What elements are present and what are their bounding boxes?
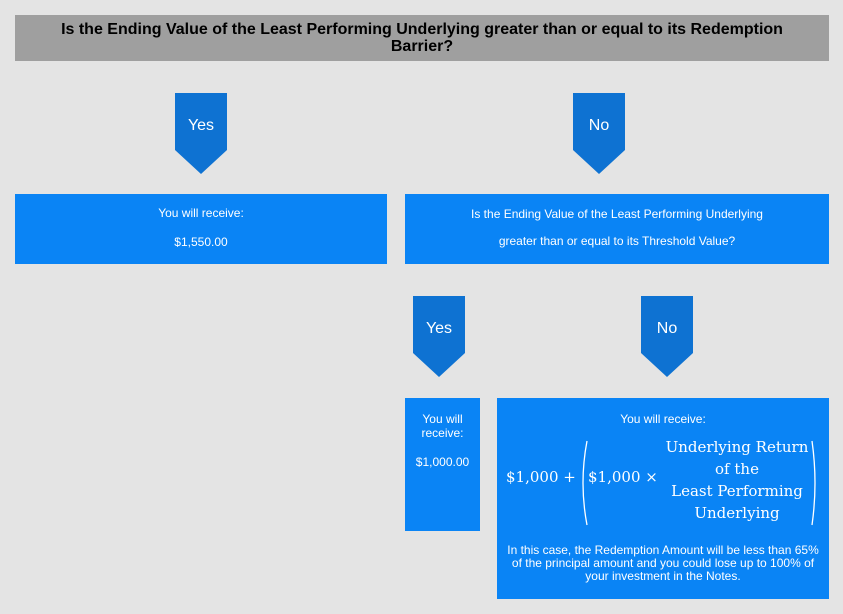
outcome-1000-heading-line1: You will	[422, 412, 463, 426]
no-arrow-sub-label: No	[656, 320, 678, 337]
no-arrow-sub-shape	[641, 296, 693, 377]
yes-arrow-sub-label: Yes	[425, 320, 453, 337]
formula-fraction-line1: Underlying Return	[665, 438, 809, 456]
no-arrow-sub: No	[641, 296, 693, 378]
formula-term-1000-times: $1,000 ×	[588, 468, 658, 486]
formula-close-paren	[811, 440, 816, 526]
outcome-1000-amount: $1,000.00	[415, 455, 470, 469]
threshold-question-line1: Is the Ending Value of the Least Perform…	[471, 207, 763, 221]
formula-term-1000-plus: $1,000 +	[506, 468, 576, 486]
threshold-question-box: Is the Ending Value of the Least Perform…	[405, 194, 829, 264]
yes-arrow-sub-shape	[413, 296, 465, 377]
outcome-1550-amount: $1,550.00	[174, 235, 228, 249]
main-question-text: Is the Ending Value of the Least Perform…	[61, 21, 783, 55]
yes-arrow-top-shape	[175, 93, 227, 174]
formula-heading: You will receive:	[620, 412, 706, 426]
outcome-1000-heading-line2: receive:	[421, 426, 464, 440]
formula-note: In this case, the Redemption Amount will…	[507, 543, 819, 583]
yes-arrow-sub: Yes	[413, 296, 465, 378]
formula-fraction-line2: of the	[715, 460, 759, 478]
no-arrow-top: No	[573, 93, 625, 175]
main-question: Is the Ending Value of the Least Perform…	[15, 15, 829, 61]
no-arrow-top-label: No	[588, 117, 610, 134]
formula-fraction-line4: Underlying	[694, 504, 780, 522]
yes-arrow-top-label: Yes	[187, 117, 215, 134]
outcome-box-formula: You will receive: $1,000 + $1,000 × Unde…	[497, 398, 829, 599]
outcome-1550-heading: You will receive:	[158, 206, 244, 220]
outcome-box-1550: You will receive: $1,550.00	[15, 194, 387, 264]
yes-arrow-top: Yes	[175, 93, 227, 175]
no-arrow-top-shape	[573, 93, 625, 174]
outcome-box-1000: You will receive: $1,000.00	[405, 398, 480, 531]
formula-open-paren	[582, 440, 588, 526]
formula-fraction-line3: Least Performing	[671, 482, 803, 500]
formula-fraction-text: Underlying Return of the Least Performin…	[657, 436, 817, 524]
threshold-question-line2: greater than or equal to its Threshold V…	[498, 234, 736, 248]
